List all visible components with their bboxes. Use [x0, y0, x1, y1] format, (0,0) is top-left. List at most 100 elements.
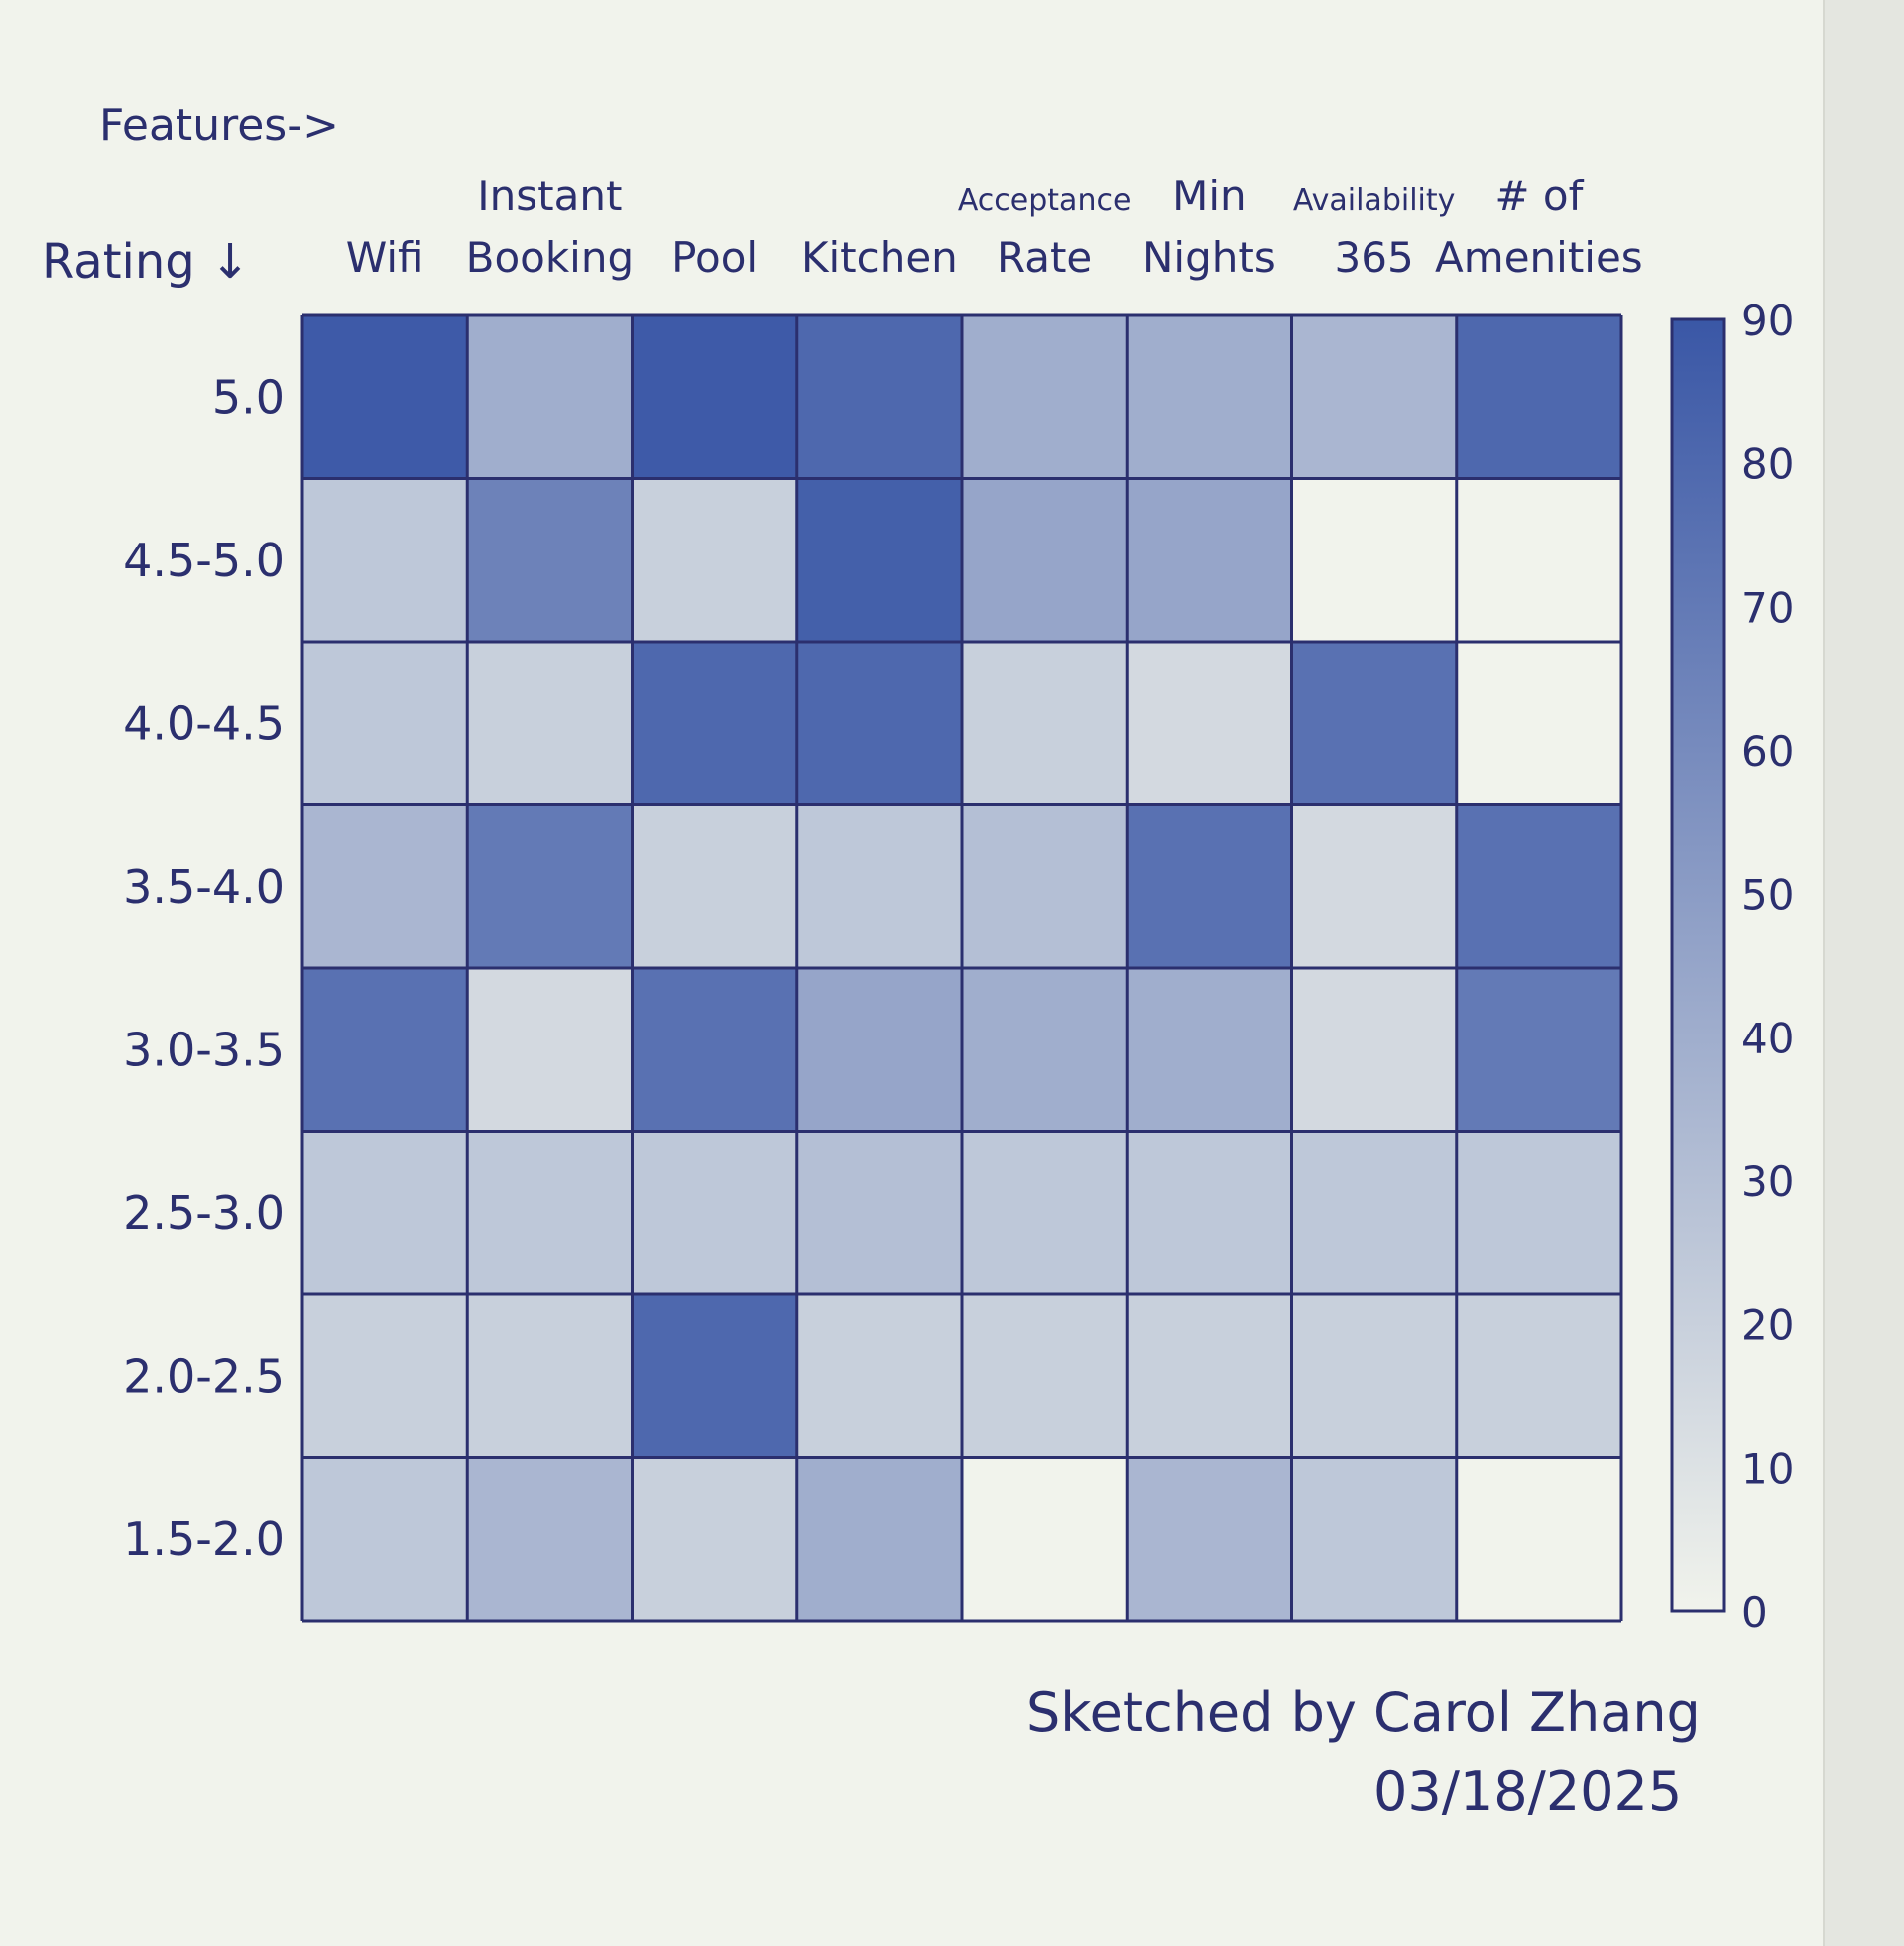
row-label: 5.0: [212, 370, 285, 424]
column-label: Min: [1172, 172, 1247, 220]
heatmap-cell: [302, 315, 468, 479]
row-label: 2.5-3.0: [123, 1186, 285, 1240]
row-label: 3.5-4.0: [123, 860, 285, 913]
heatmap-cell: [467, 315, 633, 479]
signature-line1: Sketched by Carol Zhang: [1026, 1681, 1701, 1744]
heatmap-cell: [302, 478, 468, 642]
row-label: 4.0-4.5: [123, 696, 285, 750]
heatmap-cell: [1291, 968, 1457, 1132]
heatmap-cell: [467, 968, 633, 1132]
heatmap-cell: [302, 642, 468, 805]
heatmap-cell: [467, 1294, 633, 1458]
heatmap-cell: [962, 315, 1128, 479]
heatmap-cell: [1127, 1457, 1292, 1621]
heatmap-cell: [467, 1131, 633, 1294]
heatmap-cell: [1456, 1457, 1621, 1621]
heatmap-cell: [1127, 642, 1292, 805]
signature-line2: 03/18/2025: [1373, 1761, 1683, 1823]
heatmap-cell: [796, 968, 962, 1132]
colorbar-tick-label: 90: [1741, 297, 1794, 345]
heatmap-cell: [632, 642, 797, 805]
heatmap-cell: [962, 804, 1128, 968]
heatmap-cell: [796, 1457, 962, 1621]
heatmap-cell: [1456, 1294, 1621, 1458]
row-label: 2.0-2.5: [123, 1349, 285, 1402]
heatmap-cell: [1291, 804, 1457, 968]
heatmap-cell: [302, 1294, 468, 1458]
column-label: Nights: [1142, 233, 1276, 282]
heatmap-cell: [1456, 804, 1621, 968]
heatmap-cell: [796, 804, 962, 968]
heatmap-cell: [1456, 478, 1621, 642]
column-label: 365: [1335, 233, 1414, 282]
colorbar-tick-label: 10: [1741, 1444, 1794, 1493]
heatmap-cell: [1456, 315, 1621, 479]
heatmap-cell: [962, 642, 1128, 805]
heatmap-cell: [962, 478, 1128, 642]
heatmap-cell: [1127, 968, 1292, 1132]
row-axis-label: Rating ↓: [42, 234, 251, 290]
heatmap-cell: [632, 968, 797, 1132]
column-label: Acceptance: [958, 183, 1131, 218]
colorbar: [1670, 317, 1726, 1613]
heatmap-cell: [632, 804, 797, 968]
heatmap-cell: [467, 1457, 633, 1621]
heatmap-cell: [632, 478, 797, 642]
heatmap-cell: [1291, 1457, 1457, 1621]
column-label: Booking: [466, 233, 634, 282]
colorbar-tick-label: 50: [1741, 871, 1794, 919]
heatmap-cell: [1127, 1294, 1292, 1458]
heatmap-cell: [1291, 1294, 1457, 1458]
heatmap-cell: [302, 1131, 468, 1294]
row-label: 1.5-2.0: [123, 1513, 285, 1566]
column-label: Pool: [671, 233, 758, 282]
column-label: Amenities: [1435, 233, 1643, 282]
heatmap-cell: [962, 1131, 1128, 1294]
row-label: 3.0-3.5: [123, 1023, 285, 1076]
heatmap-cell: [796, 315, 962, 479]
heatmap-cell: [796, 478, 962, 642]
heatmap-cell: [1127, 804, 1292, 968]
heatmap-cell: [962, 1457, 1128, 1621]
heatmap-cell: [632, 1131, 797, 1294]
colorbar-tick-label: 70: [1741, 583, 1794, 632]
heatmap-cell: [962, 968, 1128, 1132]
heatmap-cell: [796, 1131, 962, 1294]
column-label: Kitchen: [801, 233, 958, 282]
column-axis-label: Features->: [99, 100, 339, 151]
colorbar-tick-label: 20: [1741, 1301, 1794, 1350]
heatmap-cell: [1291, 1131, 1457, 1294]
heatmap-cell: [796, 642, 962, 805]
heatmap-cell: [632, 1457, 797, 1621]
column-label: Availability: [1293, 183, 1456, 218]
colorbar-tick-label: 60: [1741, 727, 1794, 776]
heatmap-cell: [1291, 478, 1457, 642]
heatmap-cell: [632, 315, 797, 479]
column-label: Wifi: [346, 233, 424, 282]
column-label: Rate: [997, 233, 1092, 282]
heatmap-cell: [632, 1294, 797, 1458]
column-label: # of: [1494, 172, 1584, 220]
row-label: 4.5-5.0: [123, 534, 285, 587]
heatmap-cell: [1291, 642, 1457, 805]
heatmap-cell: [302, 968, 468, 1132]
heatmap-cell: [1127, 1131, 1292, 1294]
heatmap-cell: [467, 804, 633, 968]
heatmap-cell: [1456, 642, 1621, 805]
colorbar-tick-label: 30: [1741, 1157, 1794, 1206]
heatmap-cell: [467, 642, 633, 805]
heatmap-cell: [302, 1457, 468, 1621]
column-label: Instant: [477, 172, 622, 220]
colorbar-tick-label: 0: [1741, 1588, 1768, 1637]
heatmap-cell: [1456, 968, 1621, 1132]
heatmap-cell: [467, 478, 633, 642]
heatmap-cell: [1127, 315, 1292, 479]
paper-edge: [1823, 0, 1904, 1946]
colorbar-tick-label: 40: [1741, 1014, 1794, 1062]
heatmap-cell: [962, 1294, 1128, 1458]
heatmap-cell: [1456, 1131, 1621, 1294]
heatmap-cell: [302, 804, 468, 968]
heatmap-cell: [796, 1294, 962, 1458]
heatmap-cell: [1127, 478, 1292, 642]
